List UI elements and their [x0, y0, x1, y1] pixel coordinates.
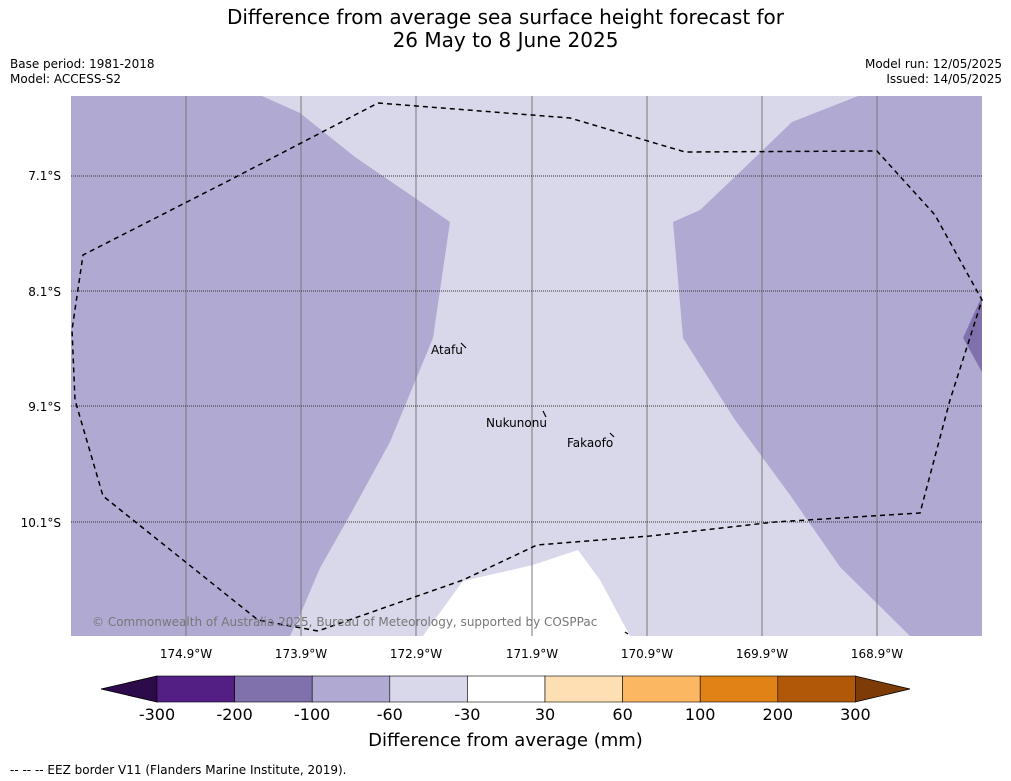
colorbar-segment: [544, 675, 623, 703]
colorbar-tick-label: -100: [294, 705, 330, 724]
colorbar-tick-label: 200: [763, 705, 794, 724]
copyright-text: © Commonwealth of Australia 2025, Bureau…: [92, 615, 597, 629]
lat-label: 8.1°S: [28, 285, 61, 299]
fakaofo-label: Fakaofo: [567, 436, 613, 450]
fakaofo-island-marker: [609, 432, 615, 438]
anomaly-region-west: [71, 96, 450, 636]
colorbar-segment: [389, 675, 468, 703]
lat-label: 7.1°S: [28, 169, 61, 183]
colorbar-segment: [622, 675, 701, 703]
nukunonu-island-marker: [542, 410, 547, 418]
near-average-region: [423, 550, 630, 636]
lon-label: 174.9°W: [160, 647, 212, 661]
longitude-grid: [185, 96, 878, 636]
meta-right: Model run: 12/05/2025 Issued: 14/05/2025: [865, 57, 1002, 87]
model-run-text: Model run: 12/05/2025: [864, 57, 1002, 71]
lon-label: 168.9°W: [851, 647, 903, 661]
title-line-2: 26 May to 8 June 2025: [392, 28, 619, 52]
colorbar-segment: [311, 675, 391, 703]
colorbar: -300 -200 -100 -60 -30 30 60 100 200 300: [100, 675, 911, 724]
colorbar-segment: [156, 675, 235, 703]
colorbar-label: Difference from average (mm): [368, 730, 643, 751]
colorbar-segment: [777, 675, 856, 703]
lat-label: 10.1°S: [21, 516, 61, 530]
anomaly-region-east: [673, 96, 982, 636]
colorbar-segment: [699, 675, 779, 703]
colorbar-segment: [234, 675, 313, 703]
meta-left: Base period: 1981-2018 Model: ACCESS-S2: [10, 57, 155, 87]
colorbar-over-extension: [854, 675, 911, 703]
lon-label: 170.9°W: [621, 647, 673, 661]
colorbar-under-extension: [100, 675, 158, 703]
lon-label: 173.9°W: [275, 647, 327, 661]
latitude-labels: 7.1°S 8.1°S 9.1°S 10.1°S: [21, 169, 61, 530]
islet-marker: [624, 631, 629, 635]
eez-border: [71, 102, 983, 632]
atafu-island-marker: [460, 342, 467, 349]
colorbar-tick-label: -200: [216, 705, 252, 724]
colorbar-tick-label: 100: [685, 705, 716, 724]
lon-label: 169.9°W: [736, 647, 788, 661]
colorbar-tick-label: -60: [377, 705, 403, 724]
lat-label: 9.1°S: [28, 400, 61, 414]
colorbar-tick-label: 300: [840, 705, 871, 724]
lon-label: 171.9°W: [506, 647, 558, 661]
base-period-text: Base period: 1981-2018: [10, 57, 155, 71]
atafu-label: Atafu: [431, 343, 463, 357]
nukunonu-label: Nukunonu: [486, 416, 547, 430]
issued-text: Issued: 14/05/2025: [886, 72, 1002, 86]
colorbar-tick-label: -30: [454, 705, 480, 724]
model-text: Model: ACCESS-S2: [10, 72, 122, 86]
colorbar-tick-label: 30: [535, 705, 555, 724]
colorbar-segment: [467, 675, 546, 703]
lon-label: 172.9°W: [390, 647, 442, 661]
eez-footnote: -- -- -- EEZ border V11 (Flanders Marine…: [10, 763, 347, 777]
map-title: Difference from average sea surface heig…: [0, 6, 1011, 52]
title-line-1: Difference from average sea surface heig…: [226, 5, 785, 29]
colorbar-tick-label: -300: [139, 705, 175, 724]
colorbar-tick-label: 60: [612, 705, 632, 724]
longitude-labels: 174.9°W 173.9°W 172.9°W 171.9°W 170.9°W …: [160, 647, 903, 661]
